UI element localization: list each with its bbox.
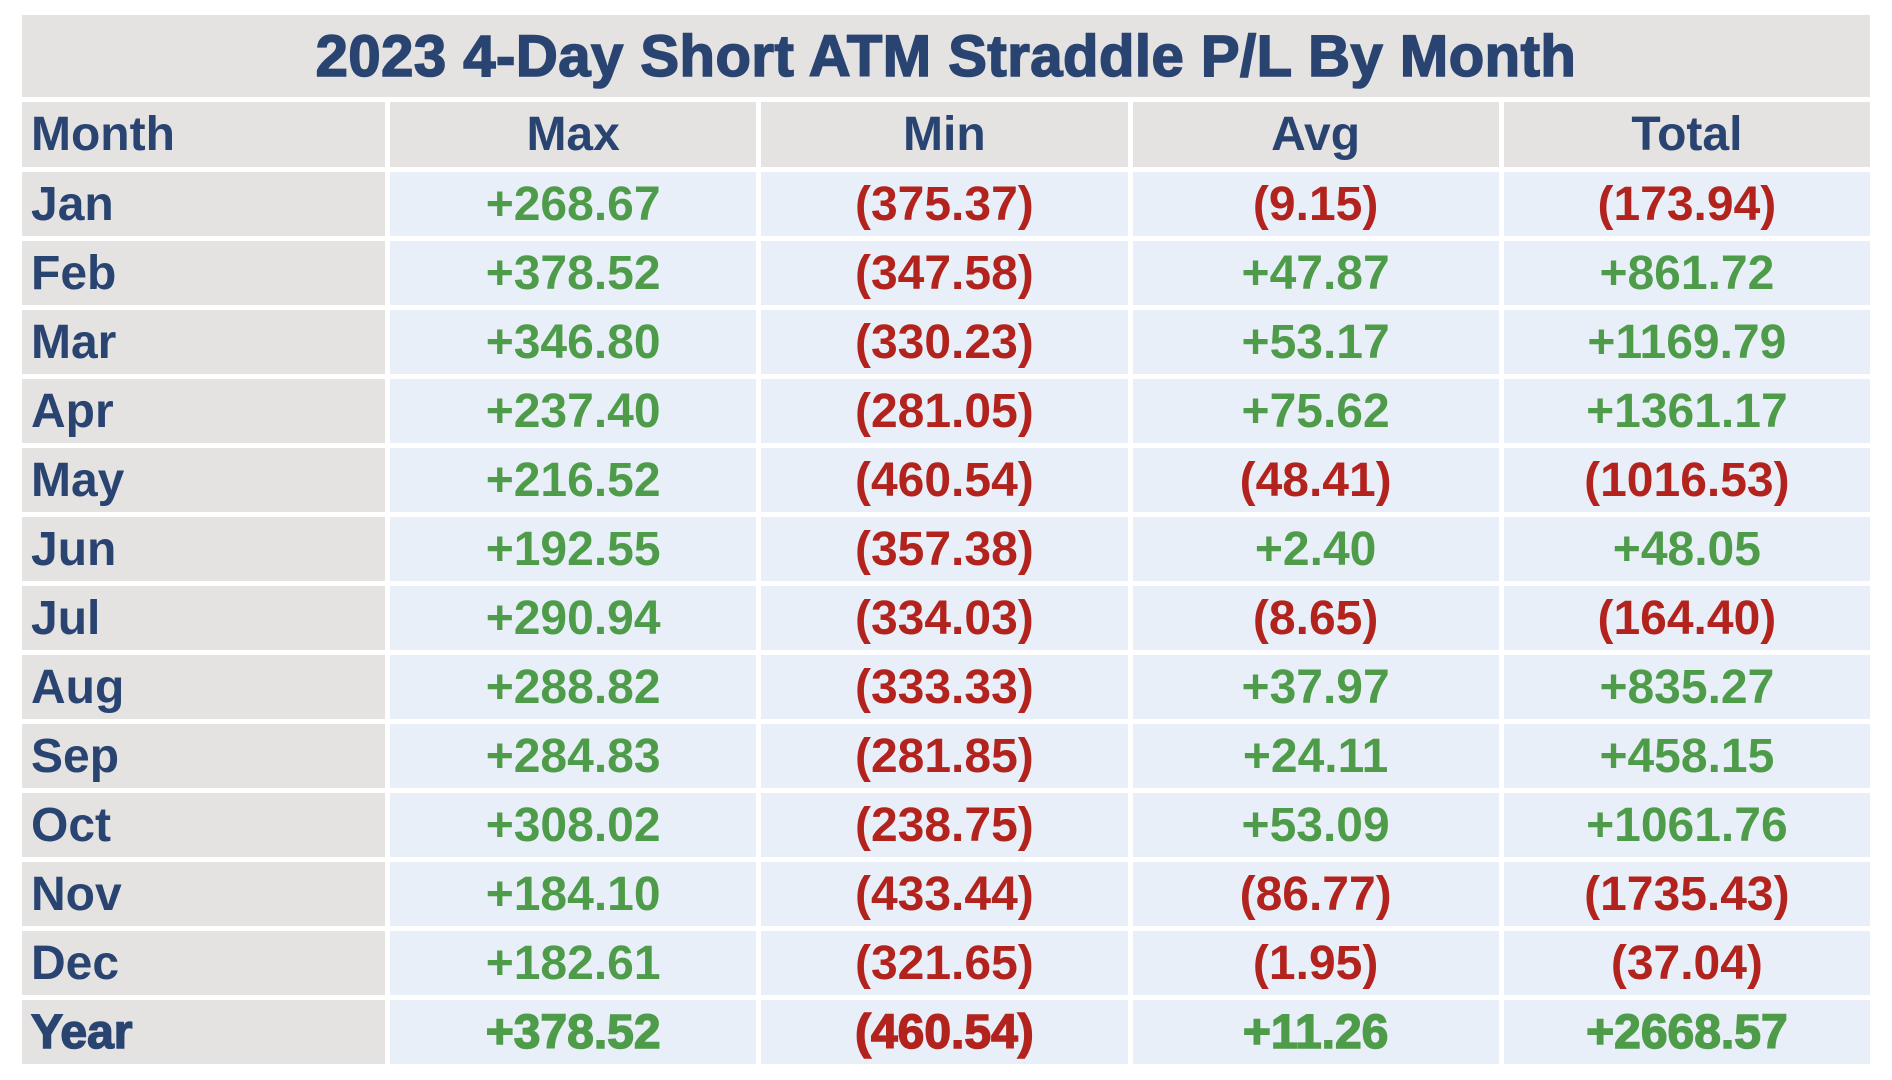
cell-nov-max: +184.10 <box>390 862 757 926</box>
cell-feb-total: +861.72 <box>1503 241 1870 305</box>
cell-may-min: (460.54) <box>761 448 1128 512</box>
cell-jan-min: (375.37) <box>761 172 1128 236</box>
cell-dec-max: +182.61 <box>390 931 757 995</box>
cell-nov-avg: (86.77) <box>1132 862 1499 926</box>
cell-aug-min: (333.33) <box>761 655 1128 719</box>
cell-jan-avg: (9.15) <box>1132 172 1499 236</box>
row-label-jun: Jun <box>22 517 385 581</box>
cell-jul-max: +290.94 <box>390 586 757 650</box>
cell-apr-avg: +75.62 <box>1132 379 1499 443</box>
table-title: 2023 4-Day Short ATM Straddle P/L By Mon… <box>22 15 1870 97</box>
row-label-apr: Apr <box>22 379 385 443</box>
cell-dec-min: (321.65) <box>761 931 1128 995</box>
cell-feb-min: (347.58) <box>761 241 1128 305</box>
cell-sep-total: +458.15 <box>1503 724 1870 788</box>
cell-year-total: +2668.57 <box>1503 1000 1870 1064</box>
row-label-aug: Aug <box>22 655 385 719</box>
cell-sep-max: +284.83 <box>390 724 757 788</box>
column-header-avg: Avg <box>1132 102 1499 167</box>
row-label-year: Year <box>22 1000 385 1064</box>
cell-year-min: (460.54) <box>761 1000 1128 1064</box>
cell-oct-max: +308.02 <box>390 793 757 857</box>
monthly-pl-table: Month Max Min Avg Total Jan +268.67 (375.37) (9.… <box>22 102 1870 1064</box>
cell-jun-min: (357.38) <box>761 517 1128 581</box>
cell-apr-min: (281.05) <box>761 379 1128 443</box>
cell-dec-total: (37.04) <box>1503 931 1870 995</box>
cell-jul-min: (334.03) <box>761 586 1128 650</box>
cell-mar-max: +346.80 <box>390 310 757 374</box>
cell-sep-avg: +24.11 <box>1132 724 1499 788</box>
cell-mar-avg: +53.17 <box>1132 310 1499 374</box>
cell-may-total: (1016.53) <box>1503 448 1870 512</box>
cell-apr-total: +1361.17 <box>1503 379 1870 443</box>
column-header-max: Max <box>390 102 757 167</box>
column-header-min: Min <box>761 102 1128 167</box>
cell-oct-avg: +53.09 <box>1132 793 1499 857</box>
cell-may-avg: (48.41) <box>1132 448 1499 512</box>
cell-may-max: +216.52 <box>390 448 757 512</box>
cell-mar-min: (330.23) <box>761 310 1128 374</box>
cell-nov-total: (1735.43) <box>1503 862 1870 926</box>
cell-mar-total: +1169.79 <box>1503 310 1870 374</box>
column-header-total: Total <box>1503 102 1870 167</box>
cell-oct-total: +1061.76 <box>1503 793 1870 857</box>
row-label-mar: Mar <box>22 310 385 374</box>
cell-year-max: +378.52 <box>390 1000 757 1064</box>
row-label-jul: Jul <box>22 586 385 650</box>
cell-sep-min: (281.85) <box>761 724 1128 788</box>
cell-aug-max: +288.82 <box>390 655 757 719</box>
cell-jul-avg: (8.65) <box>1132 586 1499 650</box>
cell-apr-max: +237.40 <box>390 379 757 443</box>
cell-jul-total: (164.40) <box>1503 586 1870 650</box>
row-label-may: May <box>22 448 385 512</box>
cell-jun-total: +48.05 <box>1503 517 1870 581</box>
column-header-month: Month <box>22 102 385 167</box>
cell-feb-avg: +47.87 <box>1132 241 1499 305</box>
cell-oct-min: (238.75) <box>761 793 1128 857</box>
cell-jan-max: +268.67 <box>390 172 757 236</box>
row-label-oct: Oct <box>22 793 385 857</box>
cell-aug-avg: +37.97 <box>1132 655 1499 719</box>
cell-jun-max: +192.55 <box>390 517 757 581</box>
cell-jan-total: (173.94) <box>1503 172 1870 236</box>
row-label-dec: Dec <box>22 931 385 995</box>
cell-year-avg: +11.26 <box>1132 1000 1499 1064</box>
row-label-sep: Sep <box>22 724 385 788</box>
row-label-jan: Jan <box>22 172 385 236</box>
cell-jun-avg: +2.40 <box>1132 517 1499 581</box>
cell-nov-min: (433.44) <box>761 862 1128 926</box>
cell-feb-max: +378.52 <box>390 241 757 305</box>
row-label-nov: Nov <box>22 862 385 926</box>
cell-aug-total: +835.27 <box>1503 655 1870 719</box>
row-label-feb: Feb <box>22 241 385 305</box>
cell-dec-avg: (1.95) <box>1132 931 1499 995</box>
